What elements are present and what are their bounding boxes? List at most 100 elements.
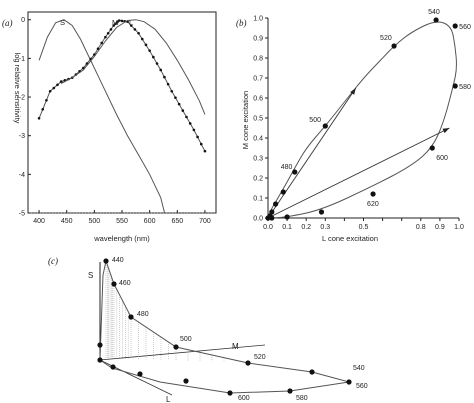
panel-c-label: (c) (48, 256, 58, 266)
panel-a-series-s-line (38, 19, 166, 214)
panel-a-series-l-line (60, 19, 206, 115)
panel-b-y-tick-label: 0.4 (253, 136, 263, 143)
panel-c-axis-label-m: M (232, 342, 239, 351)
panel-c-point (173, 344, 179, 350)
panel-b-x-tick-label: 0.0 (263, 224, 273, 231)
panel-a-series-m-point (37, 116, 41, 120)
panel-b-x-tick-label: 0.1 (282, 224, 292, 231)
panel-a-series-m-point (188, 122, 192, 125)
panel-c-m-axis (99, 344, 266, 361)
panel-a-y-tick-label: 0 (21, 17, 25, 24)
panel-c-point (128, 314, 134, 320)
panel-b-x-axis-label: L cone excitation (322, 234, 378, 243)
panel-c-point-label-460: 460 (119, 280, 131, 287)
panel-c-base-point (97, 357, 103, 363)
panel-a-series-m-point (203, 149, 207, 153)
panel-c-base-point (97, 342, 103, 348)
panel-c-point-label-580: 580 (296, 395, 308, 402)
panel-b-y-axis-label: M cone excitation (241, 91, 250, 149)
panel-a-x-tick-label: 400 (33, 218, 45, 225)
panel-b-point (284, 214, 290, 220)
panel-c-drawing: S M L 440 460 480 500 520 540 560 580 600 (88, 257, 368, 403)
panel-b-y-tick-label: 0.5 (253, 116, 263, 123)
panel-c-l-axis (99, 359, 173, 396)
panel-c-axis-label-s: S (88, 271, 93, 280)
panel-a-series-m-point (52, 86, 56, 90)
panel-b-point (429, 145, 435, 151)
panel-b-point (322, 123, 328, 129)
panel-b-point (273, 201, 279, 207)
panel-b-spectral-locus (267, 21, 457, 219)
panel-a: (a) 400 450 500 550 600 650 700 0 -1 -2 -3 -4 -5 wav… (2, 11, 217, 243)
panel-c-point-label-440: 440 (112, 257, 124, 264)
panel-c-point (287, 388, 293, 394)
panel-a-series-m-point (100, 41, 104, 45)
panel-a-series-m-point (96, 47, 100, 51)
panel-c-locus (99, 259, 350, 394)
panel-a-series-m-point (196, 135, 199, 139)
panel-b-y-tick-label: 0.2 (253, 176, 263, 183)
panel-b-point (391, 43, 397, 49)
panel-b-point-label-480: 480 (281, 164, 293, 171)
panel-a-y-tick-label: -2 (19, 95, 25, 102)
panel-a-series-m-point (109, 28, 113, 31)
panel-b-point (452, 83, 458, 89)
panel-a-x-axis-label: wavelength (nm) (93, 234, 150, 243)
panel-c-point-label-480: 480 (137, 311, 149, 318)
panel-c: (c) S M L 440 460 480 500 520 540 560 580 600 (48, 256, 368, 403)
panel-a-axes: 400 450 500 550 600 650 700 0 -1 -2 -3 -4 -5 (19, 11, 217, 225)
panel-c-point-label-560: 560 (356, 383, 368, 390)
panel-b-y-tick-label: 0.7 (253, 76, 263, 83)
panel-c-point (346, 379, 352, 385)
panel-a-series-m-point (163, 75, 166, 79)
panel-a-y-tick-label: -1 (19, 56, 25, 63)
panel-a-series-m-point (170, 89, 174, 93)
panel-b-y-tick-label: 0.0 (253, 216, 263, 223)
panel-b-x-tick-label: 1.0 (454, 224, 464, 231)
panel-b-arrow-line (267, 127, 450, 219)
panel-a-series-m-point (41, 107, 45, 111)
panel-a-series-m-point (174, 96, 177, 99)
panel-a-series-m-point (104, 35, 107, 39)
panel-a-label: (a) (2, 18, 13, 28)
panel-a-frame (27, 11, 217, 214)
panel-a-series-m-point (137, 31, 140, 35)
panel-b-point (269, 209, 275, 215)
panel-b-x-tick-label: 0.3 (320, 224, 330, 231)
panel-c-base-point (110, 364, 116, 370)
panel-a-series-m-point (192, 128, 196, 132)
panel-a-y-tick-label: -5 (19, 211, 25, 218)
panel-a-series-m-point (177, 102, 181, 106)
panel-b-x-tick-label: 0.8 (416, 224, 426, 231)
panel-c-point (103, 258, 109, 264)
panel-b-x-tick-label: 0.2 (301, 224, 311, 231)
panel-a-series-m-point (166, 82, 170, 86)
panel-b: (b) 0.0 0.1 0.2 0.3 0.5 0.8 0.9 1.0 0.0 0.1 0.2 0.3… (236, 9, 471, 243)
panel-c-point (111, 281, 117, 287)
panel-b-point-label-580: 580 (459, 84, 471, 91)
panel-b-arrow-line (267, 87, 357, 219)
panel-a-curve-label-l: L (129, 18, 133, 27)
panel-a-y-tick-label: -4 (19, 172, 25, 179)
panel-a-y-tick-label: -3 (19, 133, 25, 140)
panel-b-y-tick-label: 0.3 (253, 156, 263, 163)
panel-a-series-m-point (181, 109, 185, 112)
panel-b-label: (b) (236, 18, 247, 28)
panel-a-series-m-point (152, 55, 155, 59)
panel-a-series-m-point (56, 83, 59, 87)
panel-b-point-label-540: 540 (428, 9, 440, 16)
panel-c-base-point (183, 378, 189, 384)
panel-b-point (318, 209, 325, 215)
panel-b-marks: 480 500 520 540 560 580 600 620 (265, 9, 471, 221)
panel-a-series-m-point (199, 142, 203, 146)
panel-b-point-label-600: 600 (436, 155, 448, 162)
panel-b-x-tick-label: 0.5 (359, 224, 369, 231)
panel-a-series-m-point (48, 89, 52, 93)
panel-a-x-tick-label: 450 (61, 218, 73, 225)
panel-b-point (452, 23, 458, 29)
panel-a-series-m-point (144, 43, 148, 47)
panel-a-series-m-point (116, 20, 119, 24)
panel-a-x-tick-label: 650 (171, 218, 183, 225)
panel-b-x-tick-label: 0.9 (435, 224, 445, 231)
panel-b-point (280, 189, 286, 195)
